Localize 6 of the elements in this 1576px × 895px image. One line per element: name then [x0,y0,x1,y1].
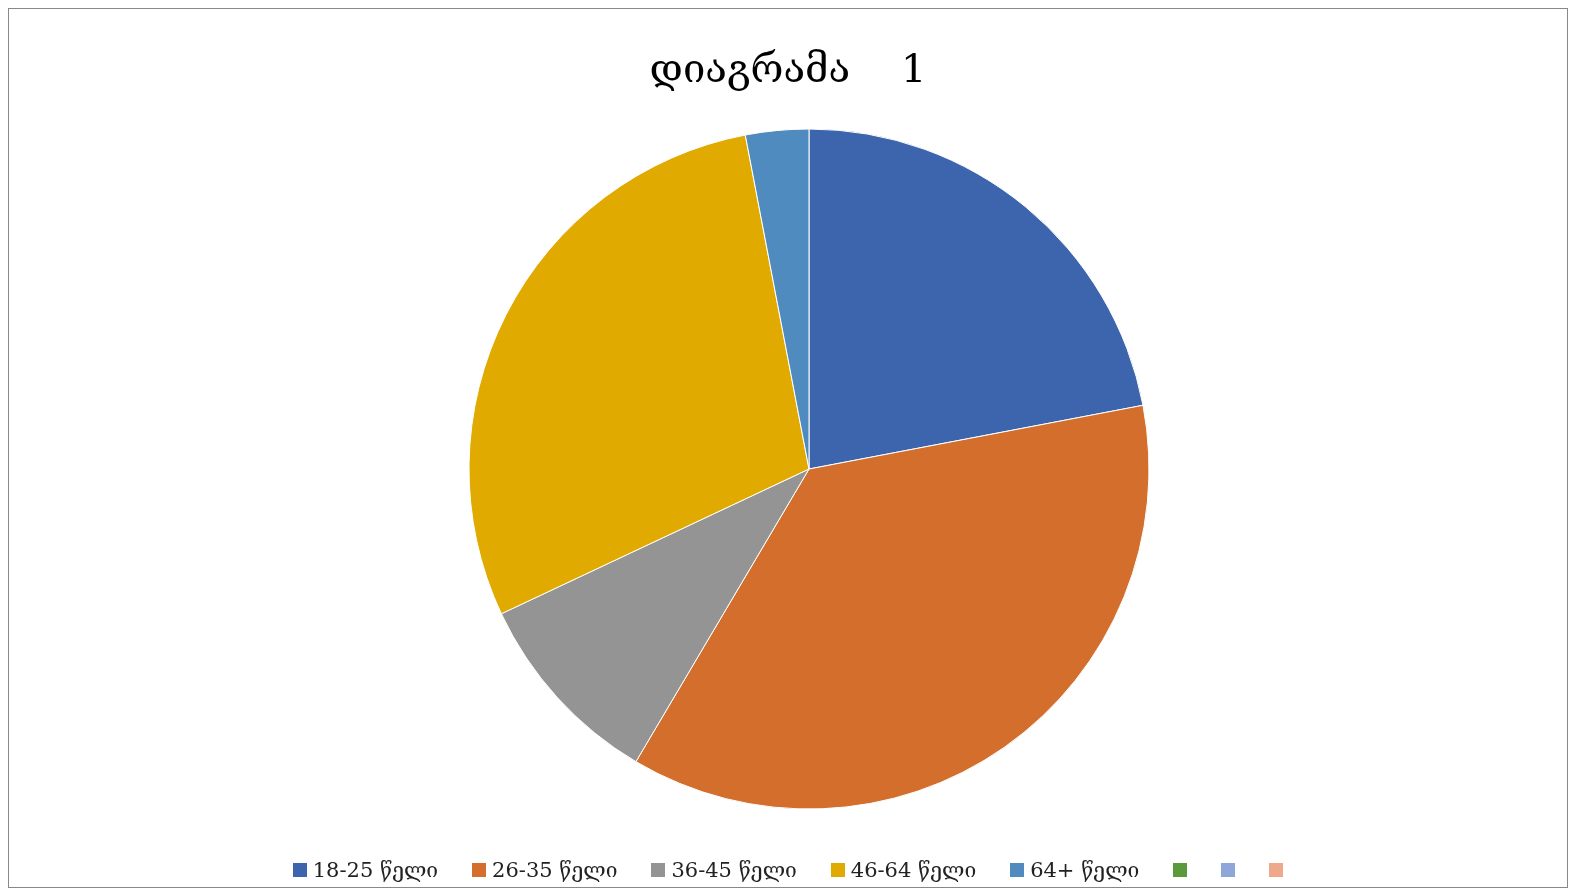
chart-title: დიაგრამა 1 [648,45,928,91]
legend-label: 46-64 წელი [850,858,977,882]
legend-label: 18-25 წელი [312,858,439,882]
legend-label: 36-45 წელი [671,858,797,882]
legend-label: 26-35 წელი [492,858,618,882]
legend-label: 64+ წელი [1030,858,1140,882]
